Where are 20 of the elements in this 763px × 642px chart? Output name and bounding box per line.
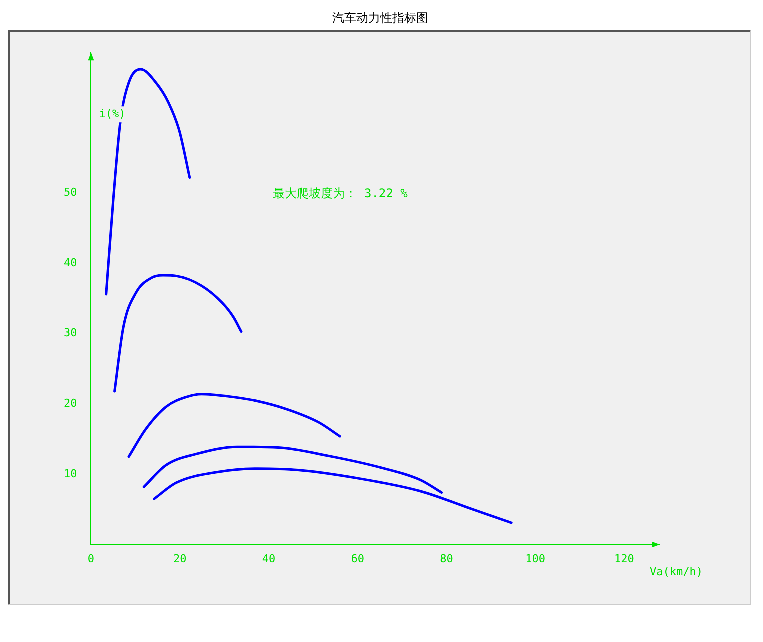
- x-tick-label: 100: [526, 552, 546, 566]
- x-tick-label: 0: [88, 552, 95, 566]
- line-series: [128, 393, 342, 458]
- annotation: 最大爬坡度为： 3.22 %: [273, 186, 409, 201]
- y-tick-label: 20: [64, 397, 78, 410]
- line-series: [153, 468, 513, 524]
- x-tick-label: 120: [614, 552, 634, 566]
- y-tick-label: 40: [64, 256, 78, 270]
- y-tick-label: 10: [64, 467, 78, 480]
- y-tick-label: 50: [64, 186, 78, 200]
- x-tick-label: 60: [351, 552, 364, 566]
- x-tick-label: 80: [440, 552, 454, 566]
- chart-title: 汽车动力性指标图: [332, 10, 430, 27]
- x-tick-label: 20: [173, 552, 187, 566]
- x-axis-title: Va(km/h): [650, 566, 703, 579]
- x-tick-label: 40: [262, 552, 276, 566]
- y-axis-title: i(%): [99, 107, 126, 120]
- line-series: [114, 274, 243, 393]
- y-tick-label: 30: [64, 326, 78, 340]
- line-series: [142, 446, 444, 494]
